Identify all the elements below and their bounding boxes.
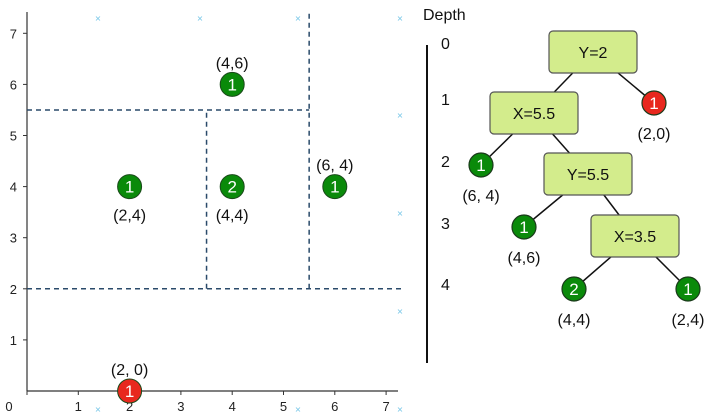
data-point: [219, 71, 245, 97]
grid-cross-mark: ×: [295, 405, 302, 414]
leaf-label: (6, 4): [462, 188, 499, 205]
leaf-count: 1: [519, 218, 528, 237]
grid-cross-mark: ×: [295, 14, 302, 23]
y-tick-label: 5: [10, 129, 17, 144]
grid-cross-mark: ×: [95, 405, 102, 414]
kd-tree: Depth 0 1 2 3 4 Y=2 X=5.5 1 (2,0) 1 (6, 4) Y=5.5 1 (4…: [423, 7, 704, 363]
point-label: (6, 4): [316, 158, 353, 175]
split-node-label: X=3.5: [614, 229, 656, 246]
x-tick-label: 1: [75, 399, 82, 414]
x-tick-label: 4: [229, 399, 236, 414]
leaf-node: [511, 214, 537, 240]
point-count: 1: [330, 178, 339, 197]
data-point: [322, 174, 348, 200]
leaf-count: 1: [476, 156, 485, 175]
split-node-label: Y=5.5: [567, 167, 609, 184]
leaf-count: 2: [569, 280, 578, 299]
data-point: [117, 378, 143, 404]
depth-label: 0: [441, 36, 450, 53]
x-tick-label: 0: [5, 399, 12, 414]
grid-cross-mark: ×: [95, 14, 102, 23]
leaf-label: (2,4): [672, 312, 705, 329]
leaf-node: [675, 276, 701, 302]
point-label: (4,6): [216, 55, 249, 72]
x-tick-label: 5: [280, 399, 287, 414]
leaf-count: 1: [649, 94, 658, 113]
data-point: [219, 174, 245, 200]
split-node: [590, 214, 680, 258]
point-count: 1: [227, 75, 236, 94]
point-count: 1: [125, 178, 134, 197]
depth-label: 1: [441, 92, 450, 109]
y-tick-label: 1: [10, 333, 17, 348]
leaf-node: [641, 90, 667, 116]
y-tick-label: 6: [10, 77, 17, 92]
leaf-node: [561, 276, 587, 302]
grid-cross-mark: ×: [397, 14, 404, 23]
grid-cross-mark: ×: [397, 209, 404, 218]
split-node: [543, 152, 633, 196]
point-count: 2: [227, 178, 236, 197]
y-tick-label: 4: [10, 180, 17, 195]
point-label: (4,4): [216, 208, 249, 225]
split-node-label: Y=2: [579, 45, 608, 62]
grid-cross-mark: ×: [397, 405, 404, 414]
x-tick-label: 7: [382, 399, 389, 414]
y-tick-label: 3: [10, 231, 17, 246]
data-point: [117, 174, 143, 200]
leaf-node: [468, 152, 494, 178]
leaf-count: 1: [683, 280, 692, 299]
y-tick-label: 2: [10, 282, 17, 297]
x-tick-label: 3: [177, 399, 184, 414]
point-count: 1: [125, 382, 134, 401]
y-tick-label: 7: [10, 26, 17, 41]
grid-cross-mark: ×: [397, 111, 404, 120]
grid-cross-mark: ×: [397, 307, 404, 316]
split-node: [489, 91, 579, 135]
point-label: (2,4): [113, 208, 146, 225]
split-node-label: X=5.5: [513, 106, 555, 123]
depth-label: 4: [441, 277, 450, 294]
grid-cross-mark: ×: [197, 14, 204, 23]
depth-label: 2: [441, 154, 450, 171]
x-tick-label: 2: [126, 399, 133, 414]
leaf-label: (4,4): [558, 312, 591, 329]
x-tick-label: 6: [331, 399, 338, 414]
split-node: [548, 30, 638, 74]
depth-label: 3: [441, 216, 450, 233]
leaf-label: (4,6): [508, 250, 541, 267]
depth-title: Depth: [423, 7, 466, 24]
point-label: (2, 0): [111, 362, 148, 379]
leaf-label: (2,0): [638, 126, 671, 143]
